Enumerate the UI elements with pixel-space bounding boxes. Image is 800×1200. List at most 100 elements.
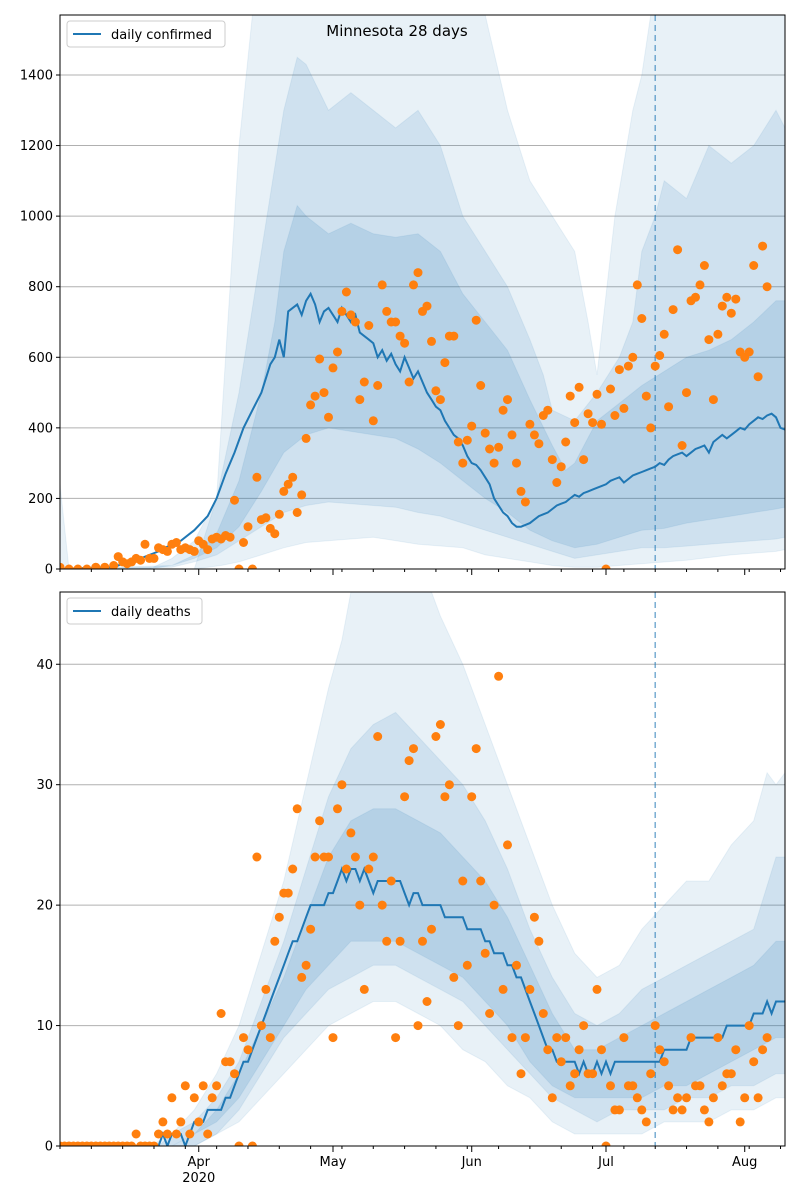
observed-point <box>109 561 119 569</box>
observed-point <box>306 400 316 410</box>
observed-point <box>543 405 553 415</box>
x-tick-label: Jun <box>461 1155 482 1170</box>
observed-point <box>234 1141 244 1146</box>
observed-point <box>467 792 477 802</box>
deaths-line <box>60 866 785 1146</box>
observed-point <box>162 546 172 556</box>
observed-point <box>673 1093 683 1103</box>
y-tick-label: 30 <box>36 778 53 793</box>
observed-point <box>498 984 508 994</box>
observed-point <box>328 363 338 373</box>
observed-point <box>239 1033 248 1043</box>
observed-point <box>632 1093 642 1103</box>
observed-point <box>176 1117 186 1127</box>
observed-point <box>310 852 320 862</box>
observed-point <box>489 458 499 468</box>
observed-point <box>297 490 307 500</box>
observed-point <box>646 423 656 433</box>
observed-point <box>449 972 459 982</box>
observed-point <box>699 1105 709 1115</box>
observed-point <box>646 1069 656 1079</box>
observed-point <box>677 441 687 450</box>
observed-point <box>333 804 342 814</box>
observed-point <box>270 936 280 946</box>
confirmed-legend: daily confirmed <box>66 20 226 48</box>
observed-point <box>131 1129 141 1139</box>
observed-point <box>561 437 571 447</box>
deaths-points <box>60 671 772 1146</box>
observed-point <box>749 1057 759 1067</box>
observed-point <box>207 1093 217 1103</box>
observed-point <box>498 405 508 415</box>
confirmed-axes-frame <box>59 14 786 570</box>
observed-point <box>413 1021 423 1031</box>
observed-point <box>628 352 638 362</box>
observed-point <box>717 1081 727 1091</box>
observed-point <box>579 455 589 465</box>
observed-point <box>337 780 347 790</box>
observed-point <box>382 936 392 946</box>
observed-point <box>614 1105 624 1115</box>
observed-point <box>641 391 651 401</box>
observed-point <box>431 732 441 741</box>
observed-point <box>726 308 736 318</box>
observed-point <box>520 1033 530 1043</box>
observed-point <box>762 1033 772 1043</box>
observed-point <box>368 416 378 426</box>
observed-point <box>377 280 387 290</box>
y-tick-label: 400 <box>28 421 53 436</box>
observed-point <box>234 564 244 569</box>
observed-point <box>543 1045 553 1055</box>
observed-point <box>619 1033 629 1043</box>
observed-point <box>140 539 150 549</box>
observed-point <box>189 546 199 556</box>
observed-point <box>301 433 311 443</box>
observed-point <box>664 1081 674 1091</box>
observed-point <box>588 418 598 428</box>
observed-point <box>556 462 566 472</box>
band-inner <box>60 808 785 1146</box>
observed-point <box>691 292 700 302</box>
observed-point <box>588 1069 598 1079</box>
observed-point <box>655 351 665 360</box>
y-tick-label: 1000 <box>20 210 53 225</box>
observed-point <box>744 347 754 357</box>
observed-point <box>341 864 351 874</box>
observed-point <box>283 888 293 898</box>
observed-point <box>373 381 383 390</box>
x-tick-year-label: 2020 <box>182 1171 215 1186</box>
observed-point <box>753 1093 763 1103</box>
observed-point <box>592 389 602 399</box>
observed-point <box>279 486 289 496</box>
observed-point <box>503 395 512 405</box>
band-outer <box>60 592 785 1146</box>
observed-point <box>350 852 360 862</box>
observed-point <box>565 1081 575 1091</box>
observed-point <box>364 864 374 874</box>
observed-point <box>471 315 481 325</box>
observed-point <box>171 538 181 547</box>
observed-point <box>520 497 530 507</box>
observed-point <box>458 458 468 468</box>
observed-point <box>252 852 262 862</box>
observed-point <box>225 532 235 542</box>
y-tick-label: 200 <box>28 492 53 507</box>
observed-point <box>762 282 772 292</box>
observed-point <box>427 336 436 346</box>
observed-point <box>355 395 365 405</box>
observed-point <box>753 372 763 382</box>
observed-point <box>614 365 624 375</box>
observed-point <box>243 1045 253 1055</box>
observed-point <box>641 1117 651 1127</box>
observed-point <box>480 428 490 438</box>
observed-point <box>695 280 705 290</box>
observed-point <box>154 1129 163 1139</box>
confirmed-grid <box>60 74 785 499</box>
observed-point <box>328 1033 338 1043</box>
observed-point <box>534 936 544 946</box>
observed-point <box>359 377 369 387</box>
observed-point <box>489 900 499 910</box>
observed-point <box>350 317 360 327</box>
observed-point <box>668 1105 678 1115</box>
